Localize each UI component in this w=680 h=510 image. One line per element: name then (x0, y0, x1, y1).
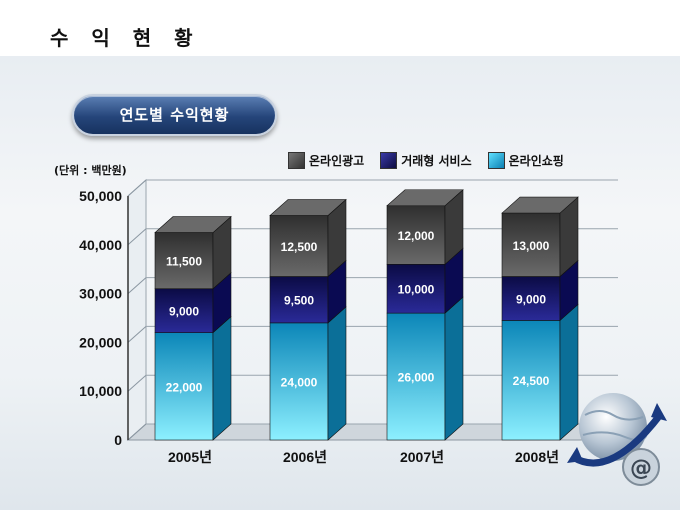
bar-segment-online-ad: 12,000 (386, 189, 464, 265)
bar-front-online-shopping (501, 320, 561, 441)
bar-front-online-ad (269, 215, 329, 277)
legend-swatch-online-shopping (487, 152, 505, 169)
page-title: 수 익 현 황 (50, 26, 201, 50)
y-tick-label: 40,000 (79, 237, 122, 253)
y-gridline (127, 423, 147, 441)
bar-segment-online-shopping: 22,000 (154, 315, 232, 441)
bar-top-online-ad (501, 196, 579, 214)
y-gridline (127, 179, 147, 197)
bar-side-online-shopping (444, 296, 464, 441)
legend-label-online-shopping: 온라인쇼핑 (508, 154, 564, 168)
chart-legend: 온라인광고 거래형 서비스 온라인쇼핑 (288, 152, 564, 169)
data-label: 9,000 (169, 305, 199, 319)
legend-label-online-ad: 온라인광고 (309, 154, 365, 168)
bar-segment-trade-service: 9,000 (154, 272, 232, 334)
y-gridline (127, 326, 147, 343)
data-label: 13,000 (513, 239, 550, 253)
data-label: 11,500 (166, 255, 202, 269)
legend-item-online-shopping: 온라인쇼핑 (487, 152, 564, 169)
x-tick-label: 2005년 (168, 449, 212, 465)
bar-front-online-shopping (269, 322, 329, 441)
legend-swatch-online-ad (288, 152, 305, 169)
y-gridline (127, 374, 147, 392)
y-tick-label: 20,000 (79, 334, 122, 350)
y-tick-label: 10,000 (79, 383, 122, 399)
bar-segment-trade-service: 9,000 (501, 259, 579, 322)
bar-segment-online-ad: 11,500 (154, 215, 232, 290)
section-banner-label: 연도별 수익현황 (119, 106, 230, 124)
legend-item-trade-service: 거래형 서비스 (380, 152, 472, 169)
chart-back-wall (127, 178, 147, 442)
bar-side-online-shopping (327, 306, 347, 441)
bar-segment-online-shopping: 24,500 (501, 303, 579, 441)
data-label: 24,000 (281, 375, 318, 389)
y-gridline (127, 228, 147, 246)
data-label: 12,500 (281, 240, 318, 254)
x-tick-label: 2008년 (515, 449, 559, 465)
bar-front-trade-service (386, 264, 446, 314)
legend-item-online-ad: 온라인광고 (288, 152, 364, 169)
bar-front-online-ad (501, 212, 561, 277)
bar-segment-online-ad: 13,000 (501, 196, 579, 278)
x-tick-label: 2007년 (400, 449, 444, 465)
bar-top-online-ad (269, 199, 347, 216)
legend-label-trade-service: 거래형 서비스 (401, 154, 472, 168)
data-label: 9,000 (516, 292, 546, 306)
y-gridline (127, 277, 147, 294)
bar-segment-online-shopping: 26,000 (386, 296, 464, 441)
bar-front-online-shopping (154, 332, 214, 441)
bar-top-online-ad (154, 216, 232, 233)
unit-label: (단위 : 백만원) (54, 164, 127, 177)
bar-side-online-shopping (212, 315, 232, 441)
bar-front-trade-service (269, 276, 329, 324)
data-label: 26,000 (398, 371, 435, 385)
bar-segment-trade-service: 9,500 (269, 259, 347, 324)
x-tick-label: 2006년 (283, 449, 327, 465)
bar-segment-online-ad: 12,500 (269, 198, 347, 278)
legend-swatch-trade-service (380, 152, 398, 169)
data-label: 24,500 (513, 374, 550, 388)
bar-front-trade-service (154, 288, 214, 333)
bar-front-online-ad (386, 205, 446, 265)
data-label: 9,500 (284, 294, 314, 308)
svg-text:@: @ (630, 456, 652, 481)
y-tick-label: 30,000 (79, 286, 122, 302)
data-label: 12,000 (398, 229, 435, 243)
bar-front-online-ad (154, 232, 214, 290)
data-label: 10,000 (398, 283, 435, 297)
y-tick-label: 50,000 (79, 188, 122, 204)
bar-front-trade-service (501, 276, 561, 321)
bar-segment-online-shopping: 24,000 (269, 306, 347, 441)
bar-segment-trade-service: 10,000 (386, 247, 464, 314)
section-banner: 연도별 수익현황 (72, 94, 277, 136)
globe-at-icon: @ (567, 393, 667, 486)
y-tick-label: 0 (114, 432, 122, 448)
bar-top-online-ad (386, 189, 464, 207)
data-label: 22,000 (166, 380, 203, 394)
